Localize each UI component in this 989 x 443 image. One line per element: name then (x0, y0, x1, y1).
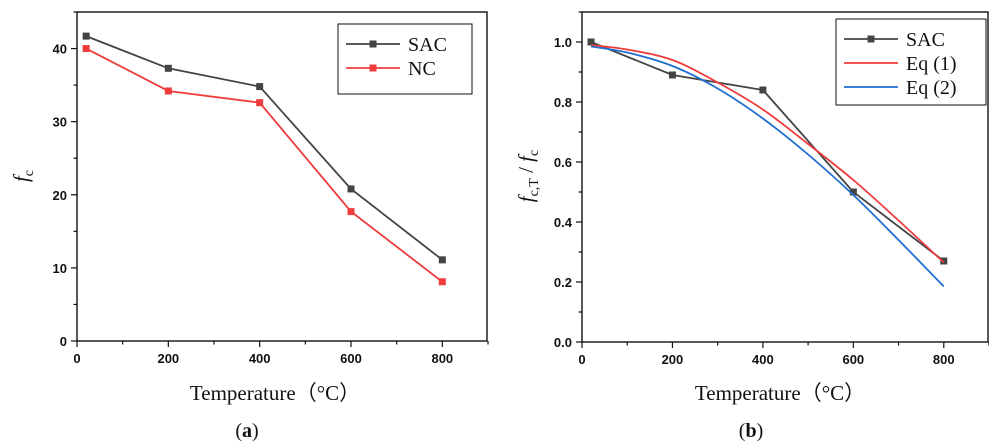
y-axis-title: fc (9, 170, 37, 182)
y-tick-label: 0.6 (554, 155, 572, 170)
legend-sac-marker (867, 35, 875, 43)
y-axis-title-sub: c,T (527, 178, 542, 197)
y-axis-title-divider: / (514, 162, 538, 178)
series-eq-2-line (590, 45, 945, 288)
series-sac-point (82, 32, 90, 40)
series-nc-point (164, 87, 172, 95)
plot-frame (581, 11, 989, 343)
x-axis-title: Temperature（°C） (190, 381, 360, 405)
legend-sac-marker (369, 40, 377, 48)
series-nc-point (347, 208, 355, 216)
x-tick-label: 200 (662, 352, 684, 367)
y-axis-title: fc,T / fc (514, 150, 542, 203)
series-sac-point (347, 185, 355, 193)
series-sac-point (256, 83, 264, 91)
series-sac-point (759, 86, 767, 94)
series-sac-point (164, 64, 172, 72)
legend-nc-marker (369, 64, 377, 72)
series-nc-point (82, 45, 90, 53)
panel-letter: b (745, 420, 756, 442)
x-tick-label: 200 (157, 351, 179, 366)
series-sac-point (438, 256, 446, 264)
plot-frame (76, 11, 488, 342)
y-tick-label: 1.0 (554, 35, 572, 50)
series-sac-point (849, 188, 857, 196)
x-tick-label: 800 (431, 351, 453, 366)
series-sac-point (668, 71, 676, 79)
legend-sac-label: SAC (906, 29, 945, 51)
y-axis-title-base: f (514, 193, 538, 202)
y-tick-label: 0.2 (554, 275, 572, 290)
legend-eq-1-label: Eq (1) (906, 53, 957, 75)
legend-sac-label: SAC (408, 34, 447, 56)
y-tick-label: 20 (53, 188, 67, 203)
y-tick-label: 0.4 (554, 215, 573, 230)
panel-label: (a) (235, 420, 258, 442)
legend-eq-2-label: Eq (2) (906, 77, 957, 99)
legend-nc-label: NC (408, 58, 436, 80)
x-tick-label: 600 (340, 351, 362, 366)
x-axis-title: Temperature（°C） (695, 381, 865, 405)
y-tick-label: 40 (53, 42, 67, 57)
x-tick-label: 0 (578, 352, 585, 367)
x-tick-label: 400 (249, 351, 271, 366)
y-axis-title-sub2: c (527, 150, 542, 156)
legend-box (835, 18, 987, 106)
y-axis-title-base2: f (514, 153, 538, 162)
y-tick-label: 30 (53, 115, 67, 130)
x-tick-label: 600 (842, 352, 864, 367)
series-eq-1-line (590, 44, 945, 264)
panel-label: (b) (739, 420, 763, 442)
series-sac-point (940, 257, 948, 265)
y-tick-label: 10 (53, 261, 67, 276)
y-tick-label: 0.0 (554, 335, 572, 350)
y-tick-label: 0.8 (554, 95, 572, 110)
y-tick-label: 0 (60, 334, 67, 349)
x-tick-label: 800 (933, 352, 955, 367)
y-axis-title-sub: c (22, 170, 37, 176)
y-axis-title-base: f (9, 173, 33, 182)
panel-letter: a (242, 420, 252, 442)
series-nc-point (438, 278, 446, 286)
series-nc-point (256, 99, 264, 107)
legend-box (337, 23, 473, 95)
x-tick-label: 400 (752, 352, 774, 367)
x-tick-label: 0 (73, 351, 80, 366)
series-sac-point (587, 38, 595, 46)
